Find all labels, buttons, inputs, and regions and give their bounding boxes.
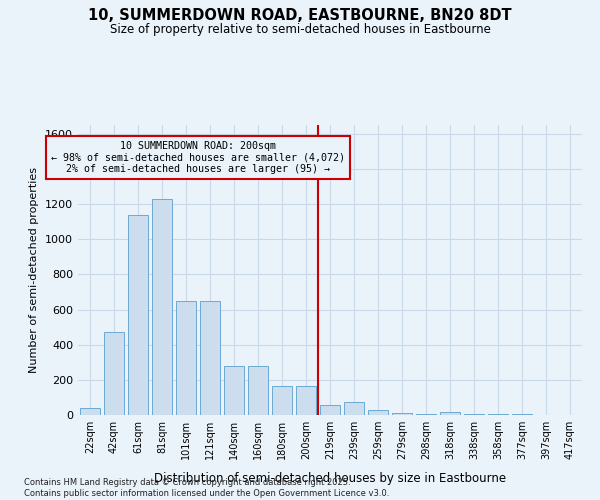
Bar [80,408,100,415]
Bar [128,214,148,415]
Bar [224,366,244,415]
Text: Contains HM Land Registry data © Crown copyright and database right 2025.
Contai: Contains HM Land Registry data © Crown c… [24,478,389,498]
Bar [248,366,268,415]
Bar [440,412,460,415]
Bar [176,301,196,415]
Bar [200,301,220,415]
Y-axis label: Number of semi-detached properties: Number of semi-detached properties [29,167,40,373]
Bar [104,332,124,415]
Bar [512,414,532,415]
Text: Size of property relative to semi-detached houses in Eastbourne: Size of property relative to semi-detach… [110,22,490,36]
Text: 10 SUMMERDOWN ROAD: 200sqm
← 98% of semi-detached houses are smaller (4,072)
2% : 10 SUMMERDOWN ROAD: 200sqm ← 98% of semi… [51,141,345,174]
Bar [464,414,484,415]
Bar [416,414,436,415]
Bar [152,199,172,415]
Bar [296,386,316,415]
Bar [344,402,364,415]
Text: 10, SUMMERDOWN ROAD, EASTBOURNE, BN20 8DT: 10, SUMMERDOWN ROAD, EASTBOURNE, BN20 8D… [88,8,512,22]
Bar [392,413,412,415]
Bar [272,386,292,415]
Text: Distribution of semi-detached houses by size in Eastbourne: Distribution of semi-detached houses by … [154,472,506,485]
Bar [488,414,508,415]
Bar [368,410,388,415]
Bar [320,406,340,415]
